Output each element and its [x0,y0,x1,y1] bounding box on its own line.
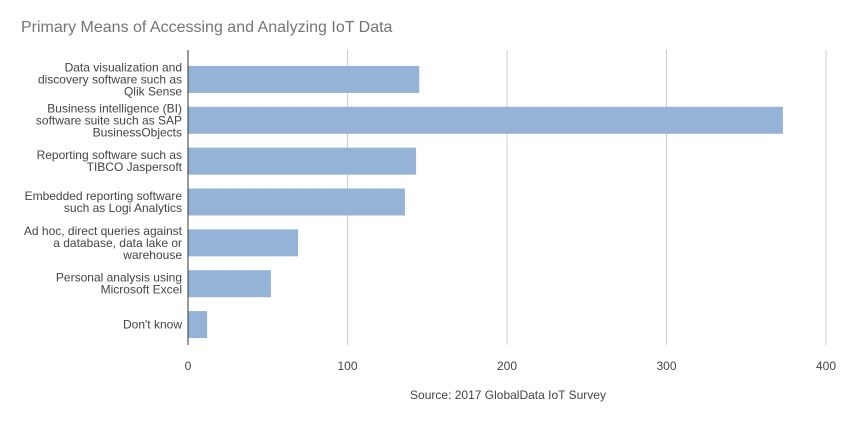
chart-title: Primary Means of Accessing and Analyzing… [21,19,393,36]
y-tick-label: Data visualization and discovery software… [38,60,182,98]
x-tick-label: 400 [816,359,836,373]
x-tick-label: 300 [656,359,676,373]
x-tick-label: 200 [497,359,517,373]
bar [188,229,299,257]
bar [188,270,271,298]
x-axis-label: Source: 2017 GlobalData IoT Survey [410,388,606,402]
x-tick-label: 0 [185,359,192,373]
y-tick-label: Business intelligence (BI) software suite… [36,101,182,139]
y-tick-label: Reporting software such as TIBCO Jasperso… [37,148,183,174]
bar [188,147,417,175]
bar [188,311,208,339]
y-tick-label: Personal analysis using Microsoft Excel [56,271,182,297]
bar [188,188,405,216]
y-tick-label: Ad hoc, direct queries against a database… [24,224,183,262]
y-tick-label: Embedded reporting software such as Logi … [25,189,183,215]
y-tick-label: Don't know [123,318,182,332]
bar [188,65,420,93]
x-tick-label: 100 [337,359,357,373]
bar [188,106,783,134]
